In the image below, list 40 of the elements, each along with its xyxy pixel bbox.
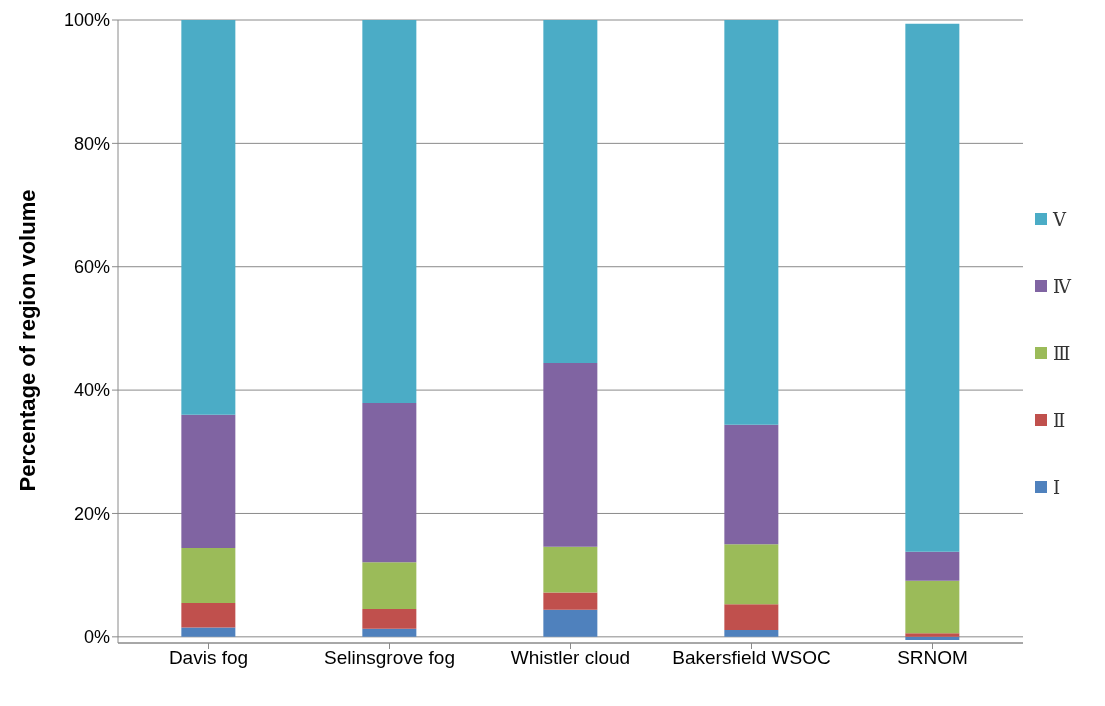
bar <box>724 424 779 545</box>
x-tick-label: Bakersfield WSOC <box>672 647 831 669</box>
y-tick-label: 100% <box>63 10 110 31</box>
bar <box>362 609 417 629</box>
bar <box>181 602 236 628</box>
x-tick-label: Whistler cloud <box>510 647 631 669</box>
bar <box>543 609 598 637</box>
x-tick-label: Davis fog <box>168 647 249 669</box>
y-tick-label: 40% <box>73 380 110 401</box>
legend-label: Ⅳ <box>1053 275 1071 297</box>
y-tick-label: 60% <box>73 257 110 278</box>
bar <box>362 562 417 610</box>
legend-label: Ⅱ <box>1053 409 1066 431</box>
bar <box>362 403 417 563</box>
y-axis-title: Percentage of region volume <box>14 189 40 492</box>
bar <box>181 414 236 549</box>
bar <box>181 20 236 415</box>
bar <box>543 20 598 363</box>
bar <box>905 551 960 581</box>
legend-label: Ⅲ <box>1053 342 1071 364</box>
bar <box>181 548 236 603</box>
bar <box>543 592 598 610</box>
bar <box>362 628 417 637</box>
bar <box>724 544 779 605</box>
bar <box>181 627 236 637</box>
legend-label: Ⅰ <box>1053 476 1061 498</box>
legend-label: Ⅴ <box>1053 208 1066 230</box>
y-tick-label: 0% <box>83 627 110 648</box>
bar <box>905 580 960 634</box>
bar <box>905 23 960 552</box>
bar <box>724 604 779 631</box>
x-tick-label: Selinsgrove fog <box>324 647 455 669</box>
y-tick-label: 80% <box>73 133 110 154</box>
bar <box>724 20 779 425</box>
bar <box>362 20 417 404</box>
y-tick-label: 20% <box>73 503 110 524</box>
x-tick-label: SRNOM <box>897 647 968 669</box>
bar <box>543 546 598 593</box>
bar <box>543 362 598 547</box>
bar <box>724 630 779 637</box>
